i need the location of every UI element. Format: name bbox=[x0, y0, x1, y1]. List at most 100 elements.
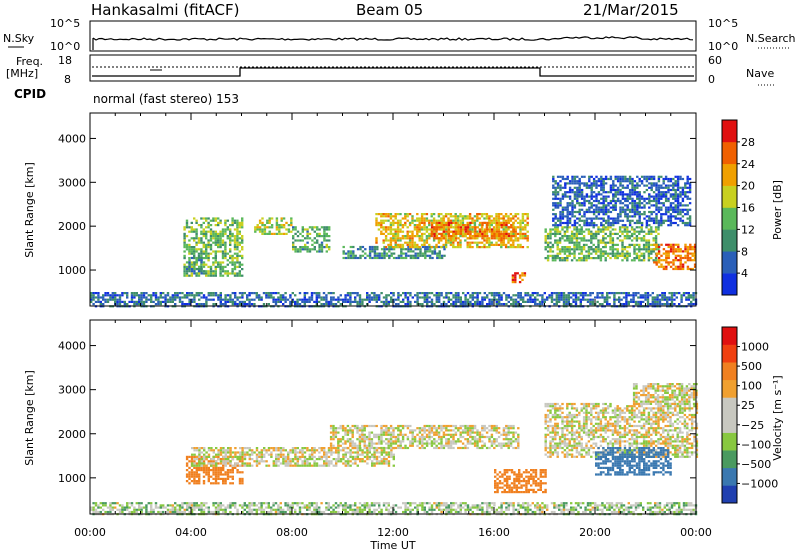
scatter-cell bbox=[590, 195, 593, 198]
scatter-cell bbox=[373, 250, 377, 253]
scatter-cell bbox=[169, 300, 172, 303]
freq-panel: Freq. [MHz] 18 8 60 0 Nave CPID normal (… bbox=[6, 54, 776, 106]
scatter-cell bbox=[219, 239, 222, 242]
scatter-cell bbox=[380, 254, 384, 257]
scatter-cell bbox=[681, 191, 685, 194]
scatter-cell bbox=[571, 206, 574, 209]
scatter-cell bbox=[419, 254, 422, 257]
scatter-cell bbox=[423, 221, 426, 224]
scatter-cell bbox=[159, 300, 162, 303]
scatter-cell bbox=[94, 300, 98, 303]
scatter-cell bbox=[195, 482, 198, 485]
scatter-cell bbox=[202, 272, 205, 275]
scatter-cell bbox=[652, 191, 656, 194]
scatter-cell bbox=[681, 197, 685, 200]
scatter-cell bbox=[652, 210, 656, 214]
scatter-cell bbox=[193, 250, 196, 253]
scatter-cell bbox=[104, 300, 107, 303]
scatter-cell bbox=[474, 237, 477, 240]
scatter-cell bbox=[447, 219, 450, 222]
scatter-cell bbox=[561, 195, 565, 198]
scatter-cell bbox=[193, 462, 196, 465]
scatter-cell bbox=[205, 473, 208, 476]
scatter-cell bbox=[686, 204, 689, 207]
scatter-cell bbox=[92, 298, 95, 301]
scatter-cell bbox=[626, 177, 629, 181]
scatter-cell bbox=[667, 243, 670, 246]
scatter-cell bbox=[637, 292, 640, 295]
scatter-cell bbox=[185, 265, 189, 268]
scatter-cell bbox=[221, 254, 225, 257]
scatter-cell bbox=[217, 224, 220, 227]
scatter-cell bbox=[583, 210, 586, 214]
scatter-cell bbox=[461, 219, 465, 222]
scatter-cell bbox=[612, 199, 615, 203]
scatter-cell bbox=[342, 453, 345, 456]
scatter-cell bbox=[621, 254, 624, 257]
scatter-cell bbox=[214, 469, 218, 472]
scatter-cell bbox=[664, 197, 668, 200]
scatter-cell bbox=[565, 294, 568, 297]
scatter-cell bbox=[597, 210, 601, 214]
scatter-cell bbox=[332, 447, 335, 450]
scatter-cell bbox=[356, 248, 360, 251]
scatter-cell bbox=[140, 303, 143, 306]
scatter-cell bbox=[209, 265, 213, 268]
scatter-cell bbox=[354, 462, 357, 465]
scatter-cell bbox=[616, 257, 619, 260]
scatter-cell bbox=[664, 210, 668, 214]
scatter-cell bbox=[597, 250, 600, 253]
scatter-cell bbox=[366, 455, 369, 458]
scatter-cell bbox=[368, 458, 371, 461]
scatter-cell bbox=[531, 300, 534, 303]
scatter-cell bbox=[450, 237, 453, 240]
scatter-cell bbox=[214, 274, 217, 277]
scatter-cell bbox=[655, 215, 658, 218]
scatter-cell bbox=[217, 298, 220, 301]
scatter-cell bbox=[214, 230, 217, 233]
scatter-cell bbox=[669, 248, 673, 251]
scatter-cell bbox=[648, 215, 651, 218]
scatter-cell bbox=[308, 462, 311, 465]
colorbar-swatch bbox=[722, 273, 737, 296]
scatter-cell bbox=[645, 224, 649, 227]
scatter-cell bbox=[224, 254, 227, 257]
scatter-cell bbox=[564, 193, 567, 196]
scatter-cell bbox=[241, 257, 244, 260]
scatter-cell bbox=[633, 188, 637, 192]
scatter-cell bbox=[648, 177, 651, 181]
scatter-cell bbox=[669, 219, 673, 222]
scatter-cell bbox=[563, 235, 567, 238]
scatter-cell bbox=[238, 270, 241, 273]
scatter-cell bbox=[202, 460, 206, 463]
scatter-cell bbox=[674, 208, 677, 211]
scatter-cell bbox=[578, 228, 581, 231]
scatter-cell bbox=[270, 224, 274, 227]
scatter-cell bbox=[380, 248, 384, 251]
scatter-cell bbox=[658, 294, 662, 297]
scatter-cell bbox=[595, 224, 598, 227]
scatter-cell bbox=[667, 197, 670, 200]
scatter-cell bbox=[689, 259, 692, 262]
scatter-cell bbox=[231, 270, 234, 273]
scatter-cell bbox=[583, 184, 586, 187]
scatter-cell bbox=[444, 246, 448, 249]
scatter-cell bbox=[640, 180, 644, 183]
scatter-cell bbox=[373, 254, 377, 257]
scatter-cell bbox=[516, 213, 520, 216]
scatter-cell bbox=[303, 296, 306, 299]
scatter-cell bbox=[221, 268, 225, 271]
scatter-cell bbox=[392, 298, 395, 301]
scatter-cell bbox=[270, 217, 274, 220]
scatter-cell bbox=[118, 300, 122, 303]
scatter-cell bbox=[495, 300, 498, 303]
scatter-cell bbox=[642, 254, 646, 257]
scatter-cell bbox=[239, 458, 242, 461]
scatter-cell bbox=[529, 298, 532, 301]
scatter-cell bbox=[592, 191, 596, 194]
scatter-cell bbox=[611, 252, 615, 255]
scatter-cell bbox=[385, 462, 388, 465]
scatter-cell bbox=[565, 303, 568, 306]
scatter-cell bbox=[570, 303, 573, 306]
scatter-cell bbox=[378, 462, 381, 465]
